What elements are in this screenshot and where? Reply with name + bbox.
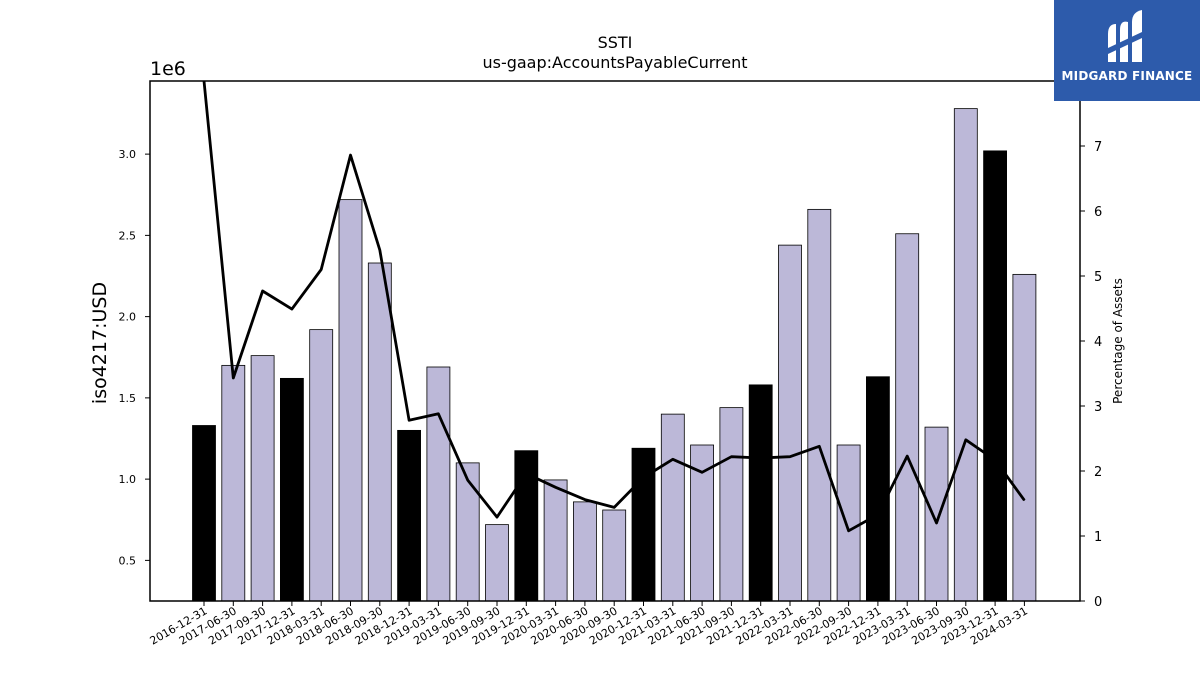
y2-tick-label: 5 [1094, 270, 1102, 285]
line-point-2018-12-31 [408, 419, 410, 421]
bar-2018-09-30 [367, 262, 392, 602]
line-point-2023-06-30 [936, 522, 937, 524]
bar-2022-12-31 [866, 376, 890, 602]
line-point-2018-03-31 [320, 269, 322, 270]
bar-2023-12-31 [983, 150, 1007, 602]
bar-2020-03-31 [543, 479, 568, 602]
line-point-2023-09-30 [965, 439, 967, 441]
bar-2022-06-30 [807, 208, 832, 602]
y-tick-label: 1.0 [119, 473, 137, 486]
line-point-2020-09-30 [613, 506, 615, 508]
bar-2021-03-31 [660, 413, 685, 602]
line-point-2017-09-30 [262, 290, 264, 292]
bar-2019-03-31 [426, 366, 451, 602]
line-point-2021-06-30 [701, 471, 703, 473]
bar-2017-09-30 [250, 355, 275, 602]
y-axis-label: iso4217:USD [89, 282, 111, 404]
bar-2023-03-31 [895, 233, 920, 602]
bar-2020-09-30 [602, 509, 627, 602]
line-point-2017-12-31 [291, 308, 293, 310]
line-point-2019-12-31 [525, 473, 527, 475]
line-point-2020-03-31 [555, 486, 557, 488]
bar-2018-06-30 [338, 199, 363, 602]
line-point-2021-12-31 [760, 457, 762, 459]
bar-2023-09-30 [953, 108, 978, 602]
line-point-2018-09-30 [379, 249, 381, 251]
line-point-2021-09-30 [730, 456, 732, 458]
bar-2018-03-31 [309, 329, 334, 602]
bar-2022-09-30 [836, 444, 861, 602]
y-tick-label: 3.0 [119, 148, 137, 161]
bar-2019-06-30 [455, 462, 480, 602]
bar-2023-06-30 [924, 426, 949, 602]
y-tick-label: 2.0 [119, 311, 137, 324]
line-point-2019-06-30 [467, 479, 469, 481]
line-point-2022-06-30 [818, 445, 820, 447]
bar-2017-12-31 [279, 377, 304, 602]
bar-2022-03-31 [778, 244, 802, 602]
line-point-2019-03-31 [437, 413, 439, 415]
y-tick-label: 2.5 [119, 229, 137, 242]
line-point-2023-12-31 [994, 459, 996, 461]
y-tick-label: 0.5 [119, 554, 137, 567]
bar-2019-09-30 [485, 524, 509, 602]
y-offset-label: 1e6 [150, 58, 186, 80]
y2-tick-label: 0 [1094, 595, 1102, 610]
line-point-2022-03-31 [789, 456, 791, 458]
bar-2020-06-30 [573, 501, 597, 602]
y2-axis-label: Percentage of Assets [1111, 278, 1125, 404]
line-point-2020-06-30 [584, 499, 586, 501]
line-point-2022-12-31 [877, 514, 879, 516]
line-point-2019-09-30 [496, 516, 498, 518]
logo-text: MIDGARD FINANCE [1061, 69, 1193, 83]
line-point-2024-03-31 [1023, 499, 1025, 501]
y-tick-label: 1.5 [119, 392, 137, 405]
chart-title: SSTI [598, 33, 633, 52]
y2-tick-label: 4 [1094, 335, 1102, 350]
y2-tick-label: 1 [1094, 530, 1102, 545]
bar-2017-06-30 [221, 364, 246, 602]
bar-2021-12-31 [748, 384, 773, 602]
line-point-2021-03-31 [672, 458, 674, 460]
plot-frame [149, 80, 1081, 602]
y2-tick-label: 6 [1094, 205, 1102, 220]
line-point-2018-06-30 [350, 154, 351, 156]
bar-2018-12-31 [397, 429, 422, 602]
bar-2016-12-31 [192, 425, 216, 602]
y2-tick-label: 3 [1094, 400, 1102, 415]
line-point-2020-12-31 [643, 477, 644, 478]
bars-group [192, 108, 1037, 602]
line-point-2017-06-30 [232, 377, 234, 379]
y2-tick-label: 2 [1094, 465, 1102, 480]
line-point-2023-03-31 [906, 455, 908, 457]
y2-tick-label: 7 [1094, 140, 1102, 155]
line-point-2022-09-30 [848, 530, 850, 532]
chart-subtitle: us-gaap:AccountsPayableCurrent [482, 53, 747, 72]
bar-2024-03-31 [1012, 273, 1037, 602]
bar-2021-09-30 [719, 407, 744, 602]
midgard-finance-logo: MIDGARD FINANCE [1054, 0, 1200, 101]
midgard-logo-icon [1108, 10, 1142, 62]
